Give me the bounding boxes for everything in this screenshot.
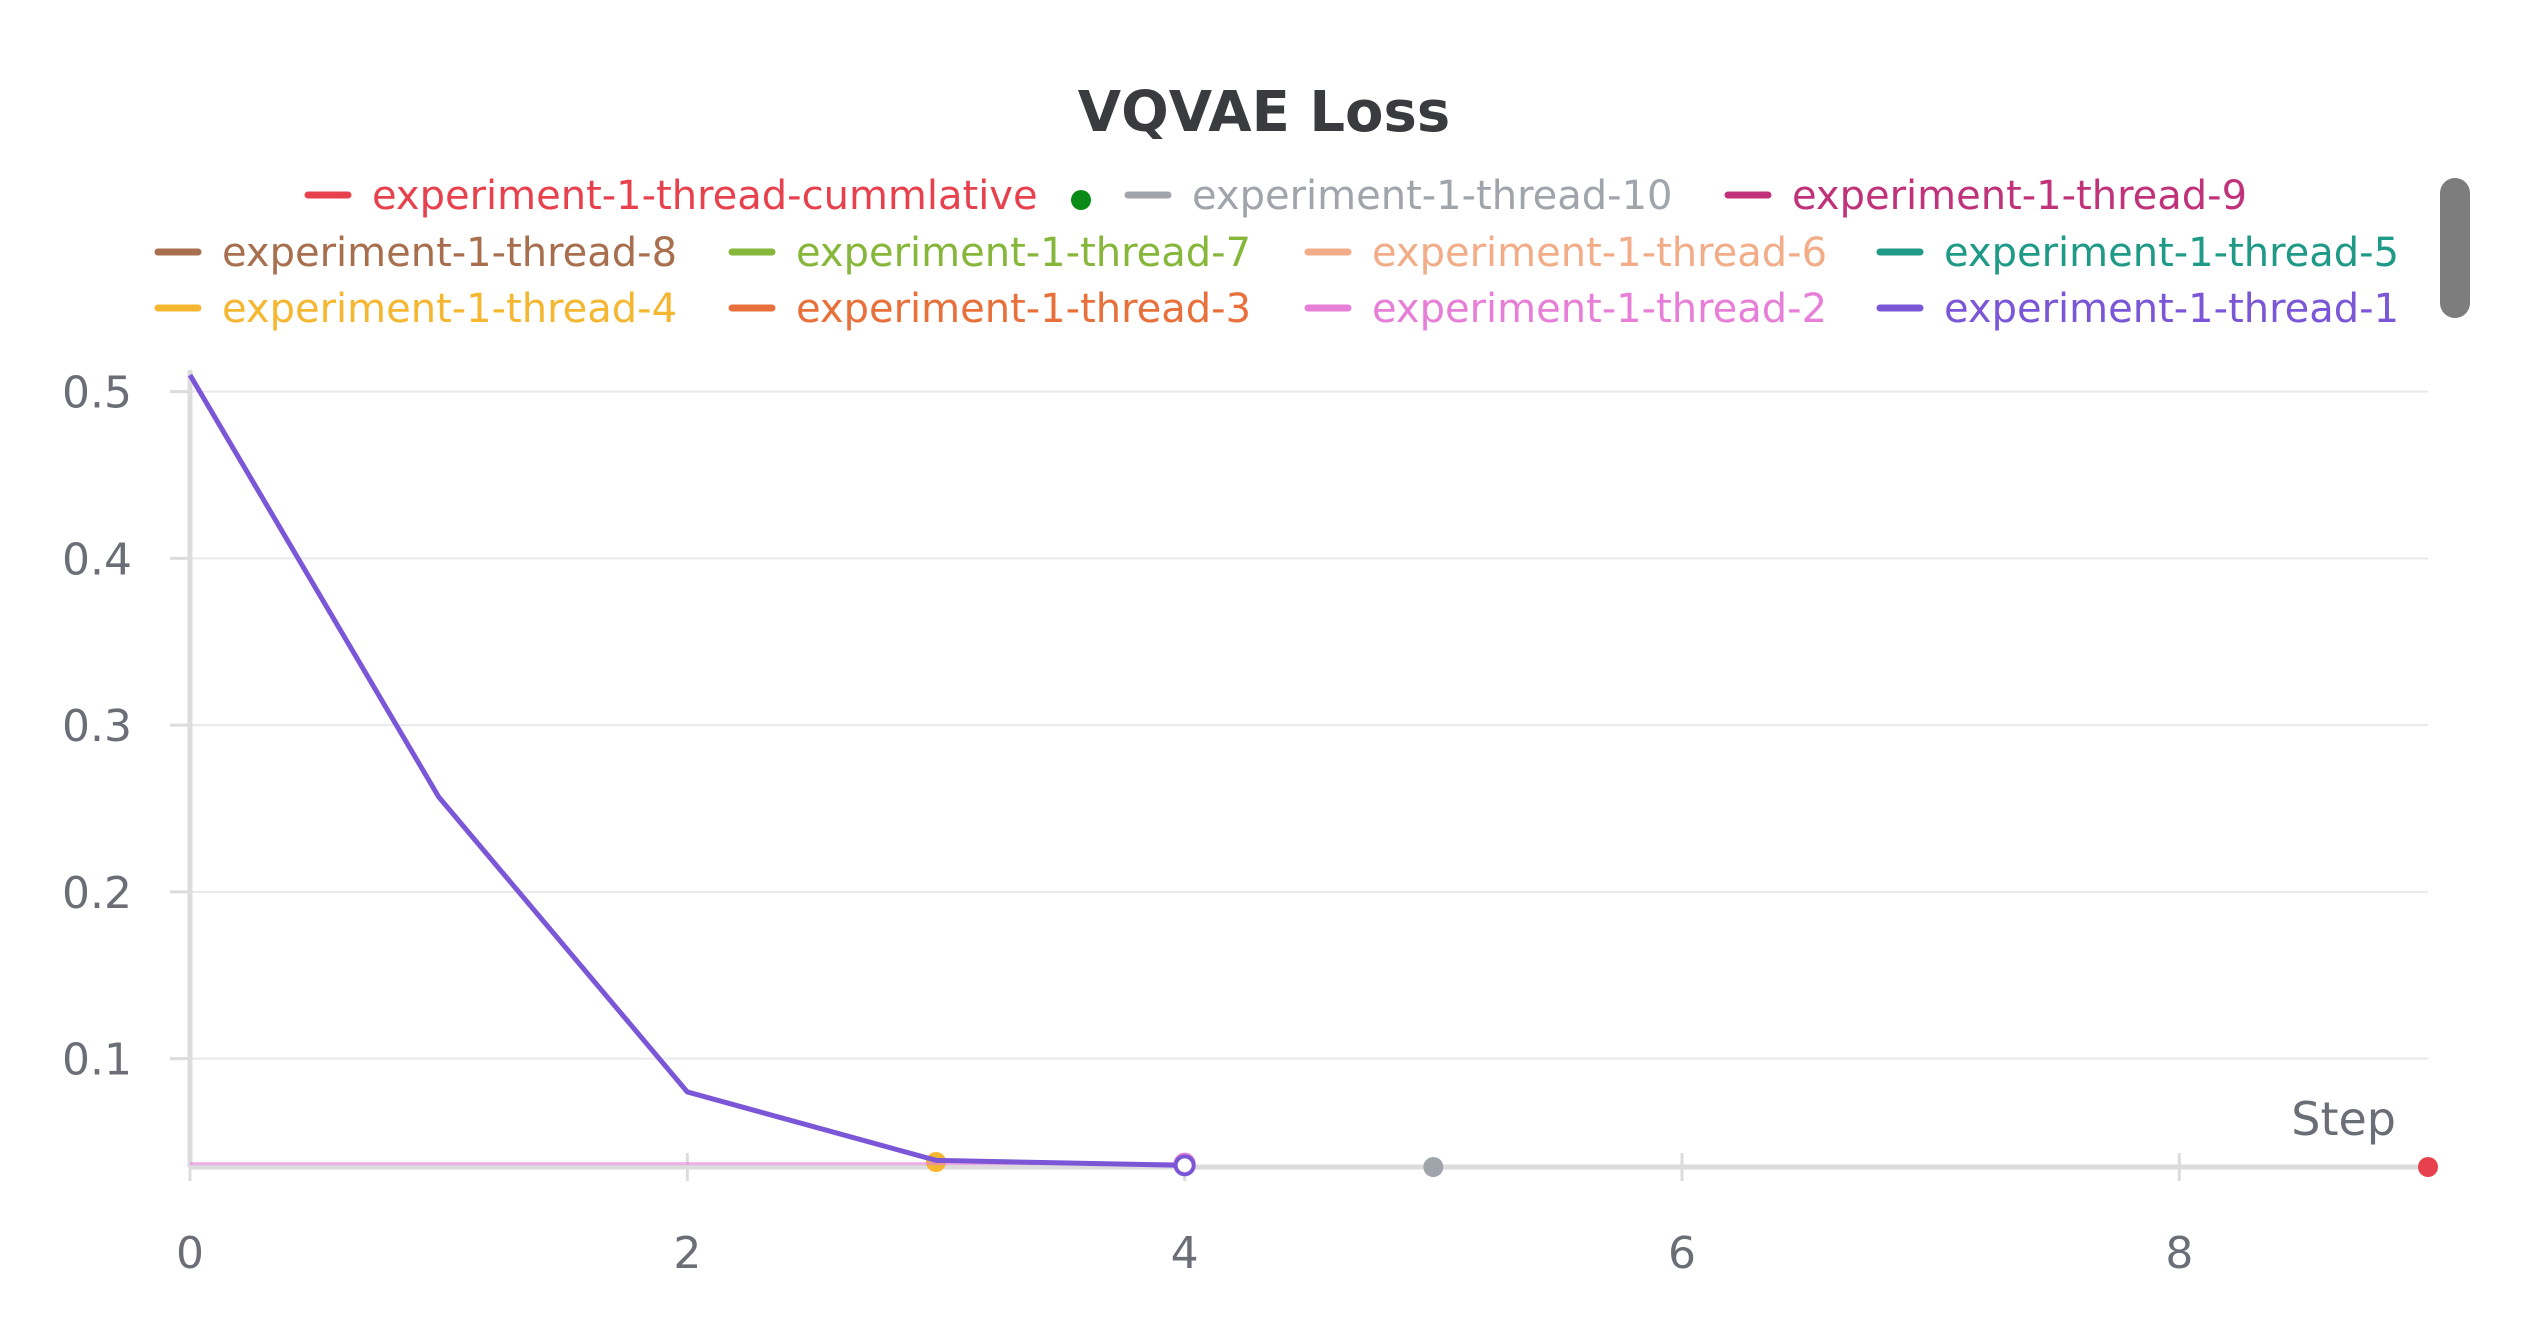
data-point: [2418, 1157, 2438, 1177]
x-tick-label: 8: [2165, 1228, 2193, 1279]
legend-label: experiment-1-thread-1: [1944, 286, 2399, 332]
y-tick-label: 0.4: [62, 534, 132, 585]
data-point: [1423, 1157, 1444, 1177]
series-line: [187, 373, 1185, 1168]
legend-label: experiment-1-thread-6: [1372, 230, 1827, 276]
y-tick-label: 0.5: [62, 368, 132, 419]
legend-item[interactable]: experiment-1-thread-1: [1876, 286, 2399, 332]
legend-label: experiment-1-thread-3: [796, 286, 1251, 332]
legend-item[interactable]: experiment-1-thread-cummlative: [304, 173, 1038, 219]
legend-item[interactable]: experiment-1-thread-8: [154, 230, 677, 276]
y-tick-label: 0.3: [62, 701, 132, 752]
legend-item[interactable]: experiment-1-thread-7: [728, 230, 1251, 276]
y-tick-label: 0.1: [62, 1035, 132, 1086]
legend-item[interactable]: experiment-1-thread-9: [1724, 173, 2247, 219]
legend-label: experiment-1-thread-5: [1944, 230, 2399, 276]
x-tick-label: 4: [1171, 1228, 1199, 1279]
legend-label: experiment-1-thread-4: [222, 286, 677, 332]
legend-item[interactable]: experiment-1-thread-4: [154, 286, 677, 332]
legend-label: experiment-1-thread-10: [1192, 173, 1673, 219]
x-tick-label: 2: [673, 1228, 701, 1279]
series-group: [187, 373, 2438, 1177]
legend-label: experiment-1-thread-2: [1372, 286, 1827, 332]
legend-item[interactable]: experiment-1-thread-3: [728, 286, 1251, 332]
x-tick-label: 0: [176, 1228, 204, 1279]
legend-label: experiment-1-thread-8: [222, 230, 677, 276]
legend-scrollbar[interactable]: [2440, 178, 2470, 318]
chart-title: VQVAE Loss: [1078, 80, 1450, 145]
x-tick-label: 6: [1668, 1228, 1696, 1279]
x-axis-label: Step: [2291, 1092, 2396, 1146]
legend-highlight-dot: [1071, 190, 1091, 210]
legend: experiment-1-thread-cummlative experiment…: [154, 173, 2399, 332]
legend-item[interactable]: experiment-1-thread-5: [1876, 230, 2399, 276]
grid: [190, 390, 2428, 1060]
legend-item[interactable]: experiment-1-thread-2: [1304, 286, 1827, 332]
axes: [170, 370, 2428, 1181]
series-end-point: [1173, 1154, 1196, 1177]
tick-labels: 0.1 0.2 0.3 0.4 0.5 0 2 4 6 8: [62, 368, 2193, 1279]
legend-label: experiment-1-thread-7: [796, 230, 1251, 276]
legend-item[interactable]: experiment-1-thread-10: [1124, 173, 1673, 219]
legend-item[interactable]: experiment-1-thread-6: [1304, 230, 1827, 276]
y-tick-label: 0.2: [62, 868, 132, 919]
legend-label: experiment-1-thread-cummlative: [372, 173, 1038, 219]
legend-label: experiment-1-thread-9: [1792, 173, 2247, 219]
